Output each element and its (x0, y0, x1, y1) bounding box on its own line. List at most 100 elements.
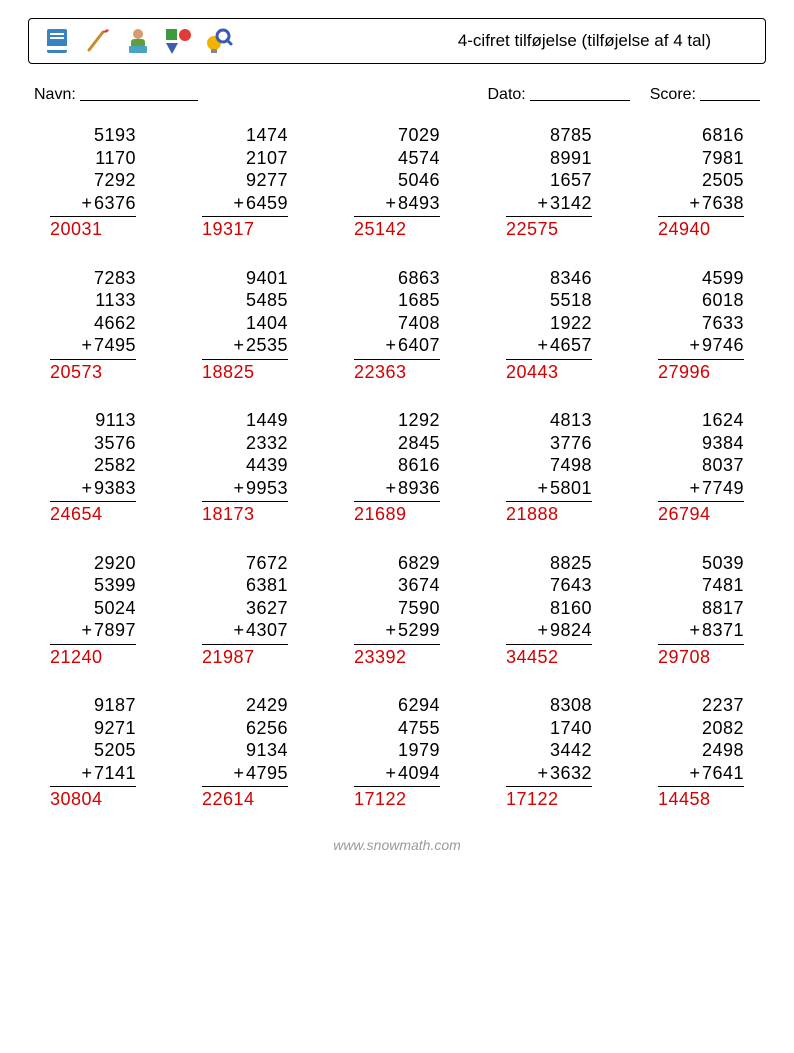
answer: 20573 (50, 361, 103, 384)
problem-cell: 702945745046+849325142 (338, 124, 456, 241)
addend: 4657 (550, 334, 592, 357)
addend: 1474 (246, 124, 288, 147)
answer: 18173 (202, 503, 255, 526)
answer: 22363 (354, 361, 407, 384)
sum-rule (354, 786, 440, 787)
plus-sign: + (689, 762, 700, 785)
answer: 17122 (354, 788, 407, 811)
addend: 5399 (94, 574, 136, 597)
addend: 7029 (398, 124, 440, 147)
plus-sign: + (689, 477, 700, 500)
addend: 9134 (246, 739, 288, 762)
sum-rule (354, 216, 440, 217)
addend: 8346 (550, 267, 592, 290)
plus-sign: + (81, 334, 92, 357)
addend: 3776 (550, 432, 592, 455)
plus-sign: + (689, 192, 700, 215)
addend: 3627 (246, 597, 288, 620)
answer: 25142 (354, 218, 407, 241)
shapes-icon (163, 26, 193, 56)
addend: 5485 (246, 289, 288, 312)
answer: 17122 (506, 788, 559, 811)
addend: 6816 (702, 124, 744, 147)
sum-rule (506, 786, 592, 787)
answer: 21240 (50, 646, 103, 669)
addend: 1685 (398, 289, 440, 312)
problem-cell: 686316857408+640722363 (338, 267, 456, 384)
answer: 34452 (506, 646, 559, 669)
plus-sign: + (537, 477, 548, 500)
addend: 7283 (94, 267, 136, 290)
addend: 6256 (246, 717, 288, 740)
name-blank[interactable] (80, 86, 198, 101)
plus-sign: + (385, 192, 396, 215)
problem-cell: 830817403442+363217122 (490, 694, 608, 811)
addend: 5801 (550, 477, 592, 500)
person-laptop-icon (123, 26, 153, 56)
sum-rule (658, 786, 744, 787)
addend: 5299 (398, 619, 440, 642)
addend: 1404 (246, 312, 288, 335)
plus-sign: + (233, 334, 244, 357)
problem-cell: 882576438160+982434452 (490, 552, 608, 669)
addend: 5205 (94, 739, 136, 762)
answer: 18825 (202, 361, 255, 384)
score-label: Score: (650, 86, 696, 104)
addend: 7495 (94, 334, 136, 357)
problem-cell: 878589911657+314222575 (490, 124, 608, 241)
addend: 9277 (246, 169, 288, 192)
plus-sign: + (81, 192, 92, 215)
problem-cell: 728311334662+749520573 (34, 267, 152, 384)
date-blank[interactable] (530, 86, 630, 101)
sum-rule (506, 644, 592, 645)
addend: 4795 (246, 762, 288, 785)
problem-cell: 681679812505+763824940 (642, 124, 760, 241)
plus-sign: + (689, 619, 700, 642)
worksheet-page: 4-cifret tilføjelse (tilføjelse af 4 tal… (0, 0, 794, 867)
addend: 4439 (246, 454, 288, 477)
addend: 9383 (94, 477, 136, 500)
addend: 8616 (398, 454, 440, 477)
sum-rule (658, 359, 744, 360)
footer-link[interactable]: www.snowmath.com (28, 837, 766, 853)
answer: 24654 (50, 503, 103, 526)
sum-rule (50, 644, 136, 645)
answer: 21888 (506, 503, 559, 526)
addend: 1449 (246, 409, 288, 432)
addend: 8991 (550, 147, 592, 170)
score-blank[interactable] (700, 86, 760, 101)
addend: 2535 (246, 334, 288, 357)
addend: 1624 (702, 409, 744, 432)
answer: 21987 (202, 646, 255, 669)
answer: 20443 (506, 361, 559, 384)
sum-rule (506, 359, 592, 360)
addend: 6294 (398, 694, 440, 717)
addend: 9746 (702, 334, 744, 357)
sum-rule (354, 644, 440, 645)
addend: 8037 (702, 454, 744, 477)
sum-rule (354, 501, 440, 502)
addend: 4574 (398, 147, 440, 170)
sum-rule (202, 501, 288, 502)
answer: 19317 (202, 218, 255, 241)
addend: 7981 (702, 147, 744, 170)
sum-rule (50, 359, 136, 360)
addend: 5193 (94, 124, 136, 147)
addend: 8493 (398, 192, 440, 215)
problem-cell: 481337767498+580121888 (490, 409, 608, 526)
addend: 2505 (702, 169, 744, 192)
addend: 2920 (94, 552, 136, 575)
addend: 3442 (550, 739, 592, 762)
worksheet-title: 4-cifret tilføjelse (tilføjelse af 4 tal… (458, 31, 751, 51)
plus-sign: + (385, 762, 396, 785)
addend: 9384 (702, 432, 744, 455)
header-icon-row (43, 26, 233, 56)
header-box: 4-cifret tilføjelse (tilføjelse af 4 tal… (28, 18, 766, 64)
addend: 2107 (246, 147, 288, 170)
addend: 7292 (94, 169, 136, 192)
addend: 8371 (702, 619, 744, 642)
addend: 4094 (398, 762, 440, 785)
addend: 5039 (702, 552, 744, 575)
answer: 21689 (354, 503, 407, 526)
problem-cell: 767263813627+430721987 (186, 552, 304, 669)
